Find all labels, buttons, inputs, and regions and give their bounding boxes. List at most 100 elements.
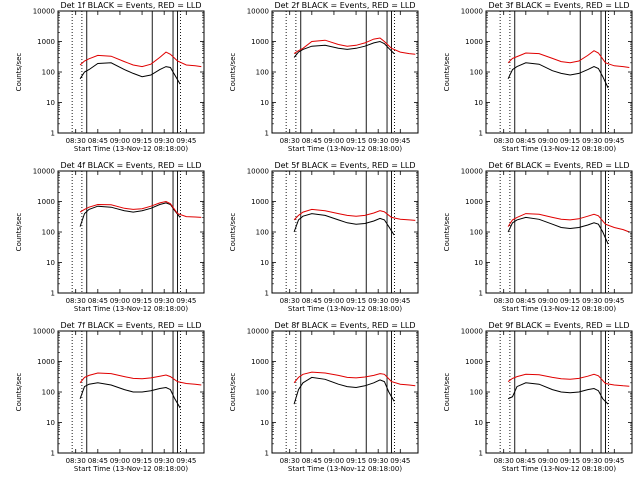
panel-title: Det 4f BLACK = Events, RED = LLD — [60, 161, 201, 170]
y-tick-label: 100 — [42, 229, 55, 237]
lld-series-line — [79, 372, 202, 386]
x-tick-label: 09:30 — [368, 297, 388, 305]
x-tick-label: 08:45 — [302, 297, 322, 305]
lld-series-line — [507, 373, 630, 387]
x-tick-label: 09:45 — [390, 137, 410, 145]
panel-title: Det 2f BLACK = Events, RED = LLD — [274, 1, 415, 10]
x-axis-label: Start Time (13-Nov-12 08:18:00) — [74, 145, 188, 153]
chart-panel-1: Det 1f BLACK = Events, RED = LLD 1 10 100 10… — [15, 1, 205, 153]
lld-series-line — [79, 200, 202, 218]
panel-title: Det 9f BLACK = Events, RED = LLD — [488, 321, 629, 330]
lld-series-line — [507, 50, 630, 68]
y-tick-label: 1 — [265, 450, 269, 458]
y-tick-label: 1 — [51, 290, 55, 298]
x-tick-label: 08:45 — [88, 137, 108, 145]
events-series-line — [507, 216, 609, 245]
y-tick-label: 1 — [479, 290, 483, 298]
plot-frame — [485, 10, 633, 134]
x-tick-label: 09:45 — [604, 457, 624, 465]
y-tick-label: 100 — [256, 229, 269, 237]
chart-panel-4: Det 4f BLACK = Events, RED = LLD 1 10 100 10… — [15, 161, 205, 313]
x-tick-label: 09:45 — [176, 457, 196, 465]
y-tick-label: 1000 — [251, 198, 269, 206]
y-axis-label: Counts/sec — [229, 213, 237, 252]
y-tick-label: 1000 — [465, 358, 483, 366]
x-tick-label: 09:15 — [560, 297, 580, 305]
panel-title: Det 8f BLACK = Events, RED = LLD — [274, 321, 415, 330]
y-tick-label: 10000 — [247, 8, 269, 16]
events-series-line — [293, 376, 395, 405]
lld-series-line — [507, 213, 630, 233]
x-tick-label: 09:30 — [368, 457, 388, 465]
y-tick-label: 10 — [474, 419, 483, 427]
y-axis-label: Counts/sec — [443, 213, 451, 252]
y-tick-label: 1 — [51, 450, 55, 458]
x-tick-label: 09:15 — [560, 137, 580, 145]
x-tick-label: 09:30 — [154, 137, 174, 145]
x-tick-label: 09:00 — [110, 297, 130, 305]
y-tick-label: 10 — [260, 99, 269, 107]
y-axis-label: Counts/sec — [15, 373, 23, 412]
y-tick-label: 1000 — [37, 38, 55, 46]
y-tick-label: 10000 — [33, 328, 55, 336]
events-series-line — [79, 62, 181, 85]
x-tick-label: 08:30 — [66, 297, 86, 305]
plot-frame — [485, 170, 633, 294]
y-axis-label: Counts/sec — [229, 53, 237, 92]
y-tick-label: 1000 — [465, 38, 483, 46]
x-axis-label: Start Time (13-Nov-12 08:18:00) — [74, 465, 188, 473]
panel-title: Det 3f BLACK = Events, RED = LLD — [488, 1, 629, 10]
x-tick-label: 08:45 — [302, 137, 322, 145]
x-tick-label: 09:30 — [582, 137, 602, 145]
x-tick-label: 09:00 — [324, 457, 344, 465]
x-tick-label: 09:30 — [154, 297, 174, 305]
y-axis-label: Counts/sec — [15, 53, 23, 92]
y-tick-label: 100 — [256, 389, 269, 397]
y-tick-label: 1 — [51, 130, 55, 138]
y-axis-label: Counts/sec — [443, 373, 451, 412]
chart-panel-9: Det 9f BLACK = Events, RED = LLD 1 10 100 10… — [443, 321, 633, 473]
x-tick-label: 09:00 — [538, 457, 558, 465]
x-tick-label: 08:30 — [280, 297, 300, 305]
plot-frame — [271, 10, 419, 134]
x-tick-label: 09:00 — [110, 457, 130, 465]
chart-panel-3: Det 3f BLACK = Events, RED = LLD 1 10 100 10… — [443, 1, 633, 153]
x-tick-label: 09:15 — [346, 137, 366, 145]
x-tick-label: 09:15 — [560, 457, 580, 465]
x-axis-label: Start Time (13-Nov-12 08:18:00) — [288, 465, 402, 473]
x-tick-label: 09:00 — [110, 137, 130, 145]
y-tick-label: 10000 — [461, 168, 483, 176]
y-tick-label: 10 — [46, 419, 55, 427]
panel-title: Det 6f BLACK = Events, RED = LLD — [488, 161, 629, 170]
x-tick-label: 08:45 — [302, 457, 322, 465]
chart-panel-2: Det 2f BLACK = Events, RED = LLD 1 10 100 10… — [229, 1, 419, 153]
x-tick-label: 09:45 — [390, 297, 410, 305]
x-tick-label: 09:45 — [604, 137, 624, 145]
y-tick-label: 1 — [265, 290, 269, 298]
plot-frame — [485, 330, 633, 454]
lld-series-line — [293, 371, 416, 387]
panel-title: Det 5f BLACK = Events, RED = LLD — [274, 161, 415, 170]
x-tick-label: 09:30 — [582, 457, 602, 465]
x-tick-label: 09:15 — [346, 457, 366, 465]
plot-frame — [57, 170, 205, 294]
events-series-line — [79, 202, 181, 227]
y-tick-label: 100 — [256, 69, 269, 77]
y-tick-label: 1 — [479, 450, 483, 458]
x-tick-label: 09:45 — [390, 457, 410, 465]
lld-series-line — [293, 37, 416, 55]
y-tick-label: 1000 — [465, 198, 483, 206]
x-tick-label: 08:45 — [516, 297, 536, 305]
plot-frame — [57, 330, 205, 454]
x-axis-label: Start Time (13-Nov-12 08:18:00) — [288, 145, 402, 153]
y-tick-label: 1 — [265, 130, 269, 138]
x-tick-label: 08:45 — [516, 457, 536, 465]
y-tick-label: 1000 — [251, 358, 269, 366]
x-tick-label: 09:45 — [176, 297, 196, 305]
x-tick-label: 08:45 — [88, 457, 108, 465]
events-series-line — [507, 62, 609, 89]
x-tick-label: 08:45 — [516, 137, 536, 145]
y-tick-label: 10000 — [33, 8, 55, 16]
x-tick-label: 09:30 — [368, 137, 388, 145]
x-tick-label: 09:00 — [538, 137, 558, 145]
